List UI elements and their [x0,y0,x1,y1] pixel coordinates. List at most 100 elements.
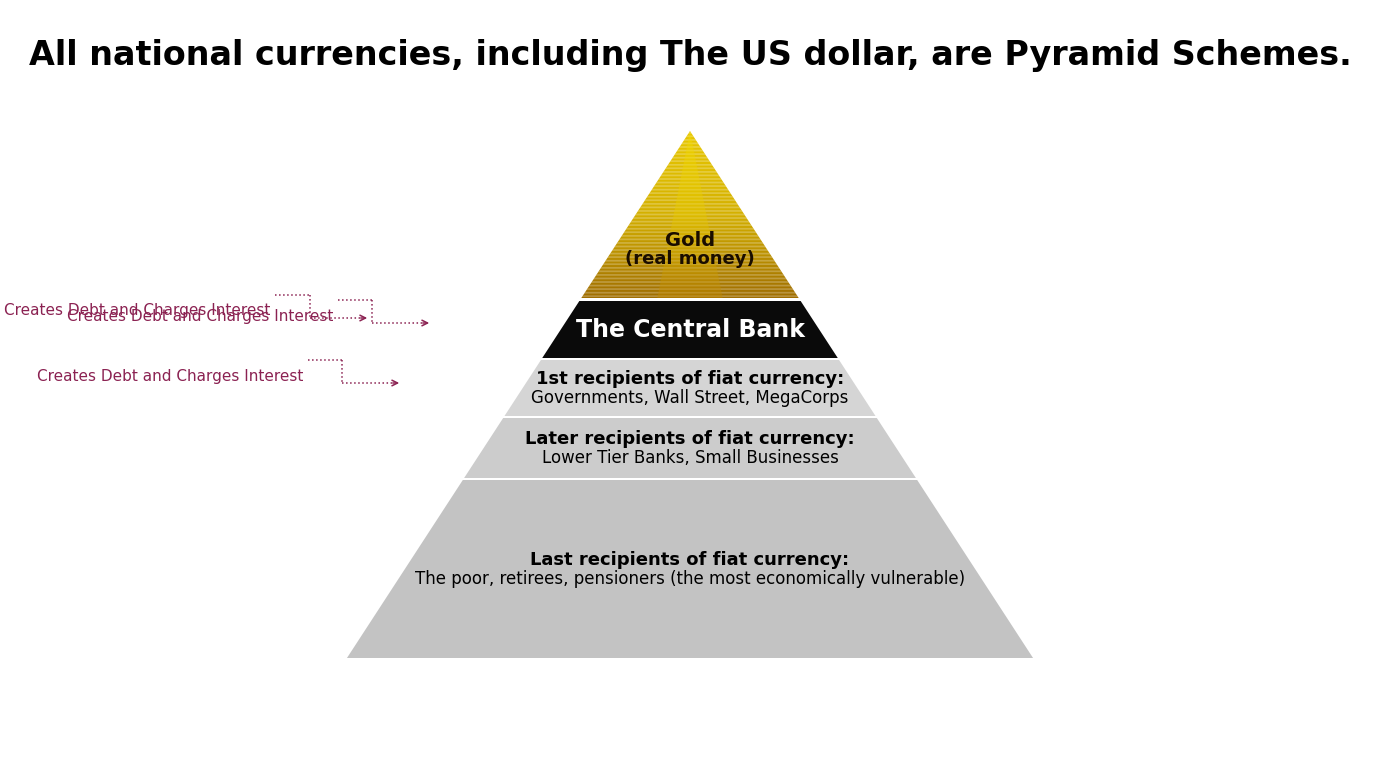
Polygon shape [672,223,708,224]
Polygon shape [675,207,705,209]
Polygon shape [664,261,716,262]
Polygon shape [628,226,752,227]
Polygon shape [679,185,701,187]
Polygon shape [673,217,707,219]
Polygon shape [678,191,702,192]
Polygon shape [662,173,718,174]
Polygon shape [684,154,696,156]
Polygon shape [665,256,715,258]
Polygon shape [678,192,702,194]
Polygon shape [581,296,799,298]
Polygon shape [613,249,767,251]
Polygon shape [635,214,745,216]
Polygon shape [671,230,709,231]
Polygon shape [505,360,875,416]
Polygon shape [661,277,719,279]
Polygon shape [644,199,736,200]
Polygon shape [672,220,708,221]
Polygon shape [682,142,698,144]
Polygon shape [673,214,707,216]
Polygon shape [673,213,707,214]
Polygon shape [678,149,702,151]
Polygon shape [687,145,693,147]
Polygon shape [675,209,705,210]
Polygon shape [611,251,769,252]
Polygon shape [687,133,693,135]
Polygon shape [687,142,693,144]
Polygon shape [689,133,691,135]
Text: The Central Bank: The Central Bank [575,318,805,342]
Polygon shape [683,161,697,163]
Polygon shape [668,245,712,247]
Polygon shape [632,219,748,220]
Polygon shape [602,265,778,266]
Text: Creates Debt and Charges Interest: Creates Debt and Charges Interest [66,309,333,324]
Polygon shape [606,259,774,261]
Polygon shape [614,247,766,248]
Polygon shape [621,235,759,237]
Polygon shape [651,188,729,189]
Polygon shape [633,216,747,217]
Polygon shape [631,221,749,223]
Polygon shape [640,206,740,207]
Polygon shape [669,235,711,237]
Text: All national currencies, including The US dollar, are Pyramid Schemes.: All national currencies, including The U… [29,40,1351,72]
Polygon shape [660,282,720,284]
Polygon shape [665,259,715,261]
Polygon shape [625,228,755,230]
Polygon shape [671,159,709,160]
Polygon shape [660,284,720,286]
Polygon shape [686,149,694,151]
Polygon shape [676,203,704,205]
Polygon shape [610,252,770,254]
Polygon shape [673,216,707,217]
Polygon shape [661,279,719,280]
Text: Creates Debt and Charges Interest: Creates Debt and Charges Interest [37,369,304,383]
Polygon shape [631,220,749,221]
Polygon shape [584,293,796,294]
Polygon shape [686,151,694,152]
Polygon shape [682,175,698,177]
Polygon shape [665,258,715,259]
Polygon shape [671,231,709,233]
Polygon shape [680,144,700,145]
Polygon shape [683,166,697,167]
Polygon shape [584,294,796,295]
Polygon shape [609,255,771,256]
Polygon shape [464,418,916,478]
Polygon shape [664,262,716,263]
Polygon shape [669,234,711,235]
Polygon shape [678,147,702,149]
Polygon shape [684,159,696,160]
Polygon shape [665,168,715,170]
Polygon shape [604,262,776,263]
Polygon shape [684,138,696,140]
Polygon shape [687,140,693,142]
Polygon shape [673,154,707,156]
Polygon shape [599,270,781,272]
Polygon shape [658,295,722,296]
Polygon shape [669,233,711,234]
Polygon shape [588,287,792,288]
Polygon shape [615,245,765,247]
Polygon shape [668,244,712,245]
Polygon shape [668,165,712,166]
Polygon shape [675,210,705,212]
Polygon shape [684,160,696,161]
Polygon shape [643,202,737,203]
Polygon shape [686,137,694,138]
Polygon shape [667,166,713,167]
Polygon shape [665,167,715,168]
Polygon shape [678,194,702,195]
Polygon shape [598,272,782,273]
Polygon shape [654,185,726,187]
Polygon shape [667,251,713,252]
Polygon shape [679,189,701,191]
Polygon shape [615,244,765,245]
Polygon shape [672,158,708,159]
Polygon shape [657,180,723,181]
Polygon shape [658,293,722,294]
Polygon shape [682,171,698,173]
Polygon shape [636,212,744,213]
Polygon shape [668,240,712,241]
